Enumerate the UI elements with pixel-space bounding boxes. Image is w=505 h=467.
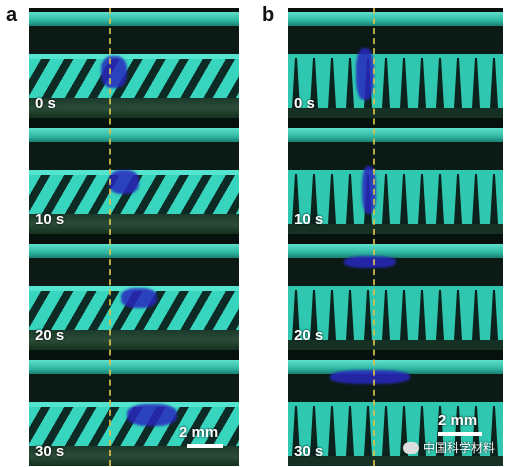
time-label: 10 s — [294, 211, 324, 228]
scale-bar — [187, 444, 223, 448]
frame-b-0s: 0 s — [288, 8, 503, 118]
panel-a-image: 0 s 10 s 20 s 30 s 2 mm — [29, 8, 239, 466]
scale-bar-label: 2 mm — [179, 424, 219, 441]
panel-letter-b: b — [262, 4, 275, 26]
time-label: 0 s — [294, 95, 315, 112]
spike-array — [292, 174, 498, 224]
spike-array — [292, 406, 498, 456]
panel-letter-a: a — [6, 4, 18, 26]
frame-a-0s: 0 s — [29, 8, 239, 118]
frame-a-10s: 10 s — [29, 124, 239, 234]
time-label: 30 s — [35, 443, 65, 460]
frame-a-30s: 30 s — [29, 356, 239, 466]
scale-bar-label: 2 mm — [438, 412, 478, 429]
scale-bar — [438, 432, 482, 436]
frame-b-20s: 20 s — [288, 240, 503, 350]
reference-dashed-line — [373, 8, 375, 466]
frame-a-20s: 20 s — [29, 240, 239, 350]
time-label: 20 s — [294, 327, 324, 344]
frame-b-30s: 30 s — [288, 356, 503, 466]
time-label: 30 s — [294, 443, 324, 460]
watermark: 中国科学材料 — [402, 439, 495, 456]
spike-array — [292, 290, 498, 340]
watermark-text: 中国科学材料 — [422, 441, 495, 455]
time-label: 0 s — [35, 95, 56, 112]
wechat-icon — [402, 441, 419, 454]
reference-dashed-line — [109, 8, 111, 466]
time-label: 20 s — [35, 327, 65, 344]
spike-array — [292, 58, 498, 108]
panel-b-image: 0 s 10 s 20 s 30 s 2 mm 中国科学材料 — [288, 8, 503, 466]
time-label: 10 s — [35, 211, 65, 228]
frame-b-10s: 10 s — [288, 124, 503, 234]
